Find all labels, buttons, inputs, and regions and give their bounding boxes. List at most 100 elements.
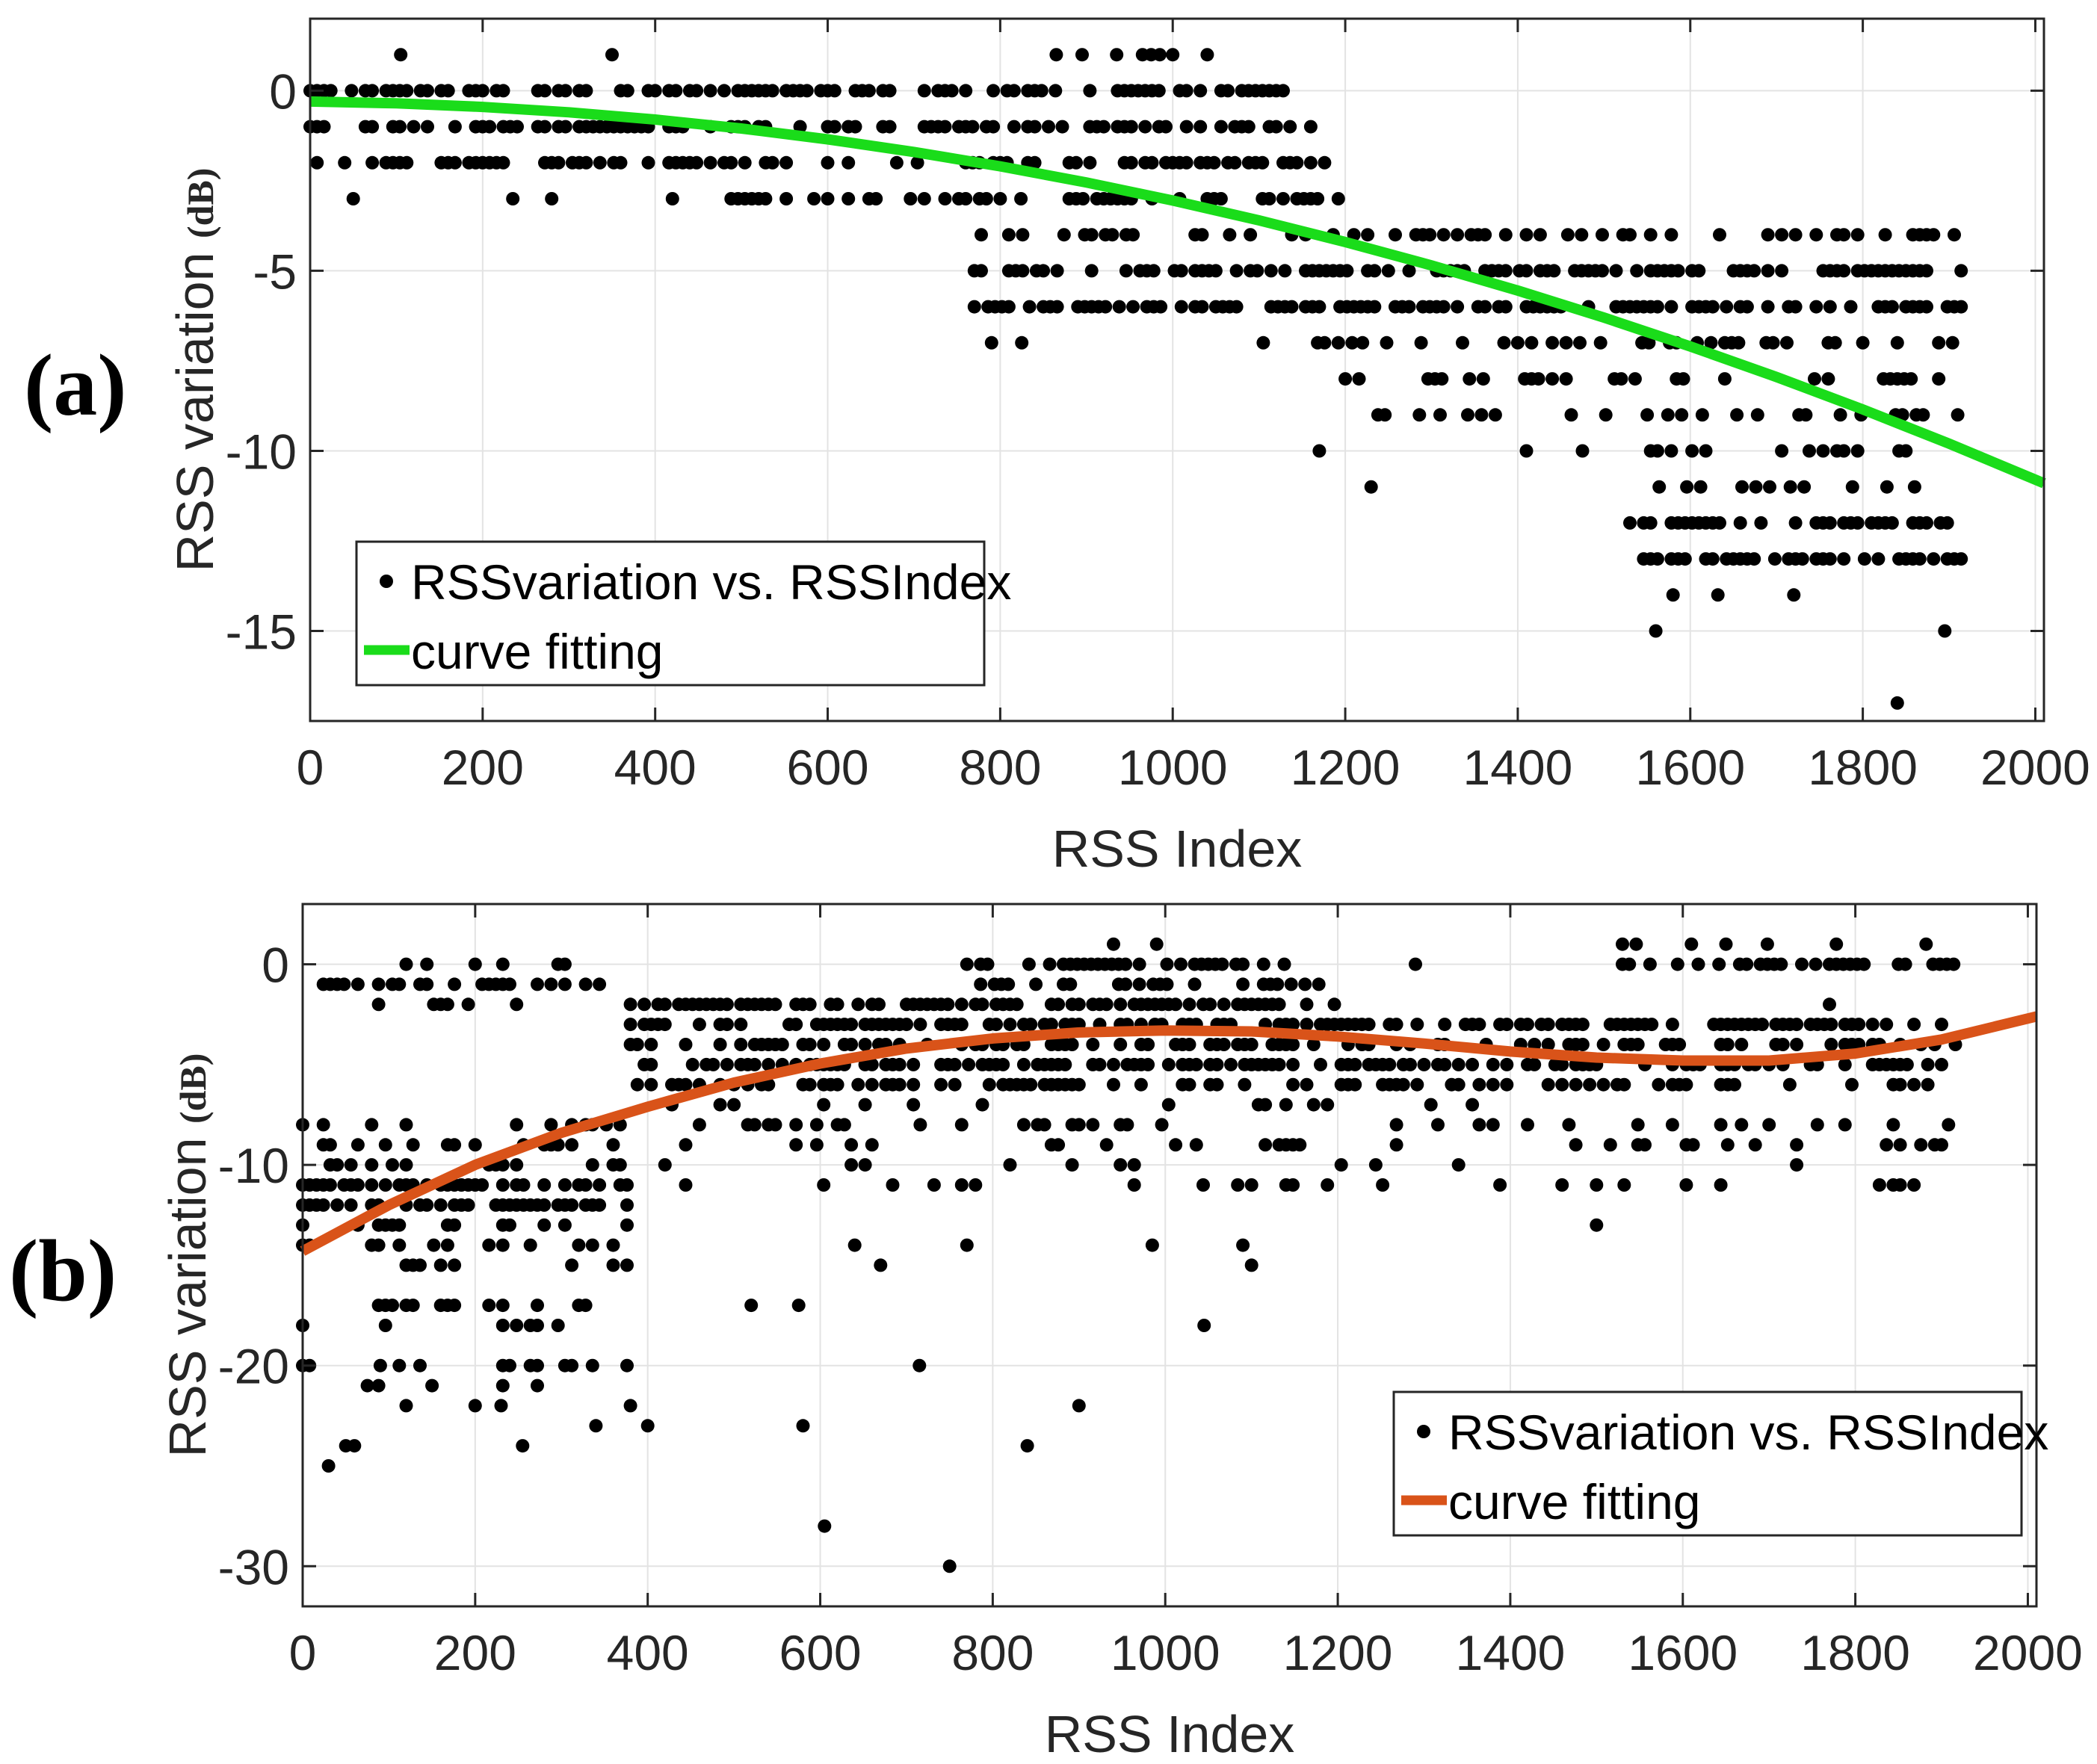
scatter-point [1788, 228, 1803, 242]
scatter-point [1692, 264, 1706, 278]
scatter-point [1921, 1057, 1935, 1071]
scatter-point [371, 997, 386, 1012]
panel-b-scatter-points [296, 937, 1962, 1573]
scatter-point [1893, 1077, 1907, 1092]
scatter-point [1277, 957, 1291, 971]
scatter-point [1829, 937, 1844, 951]
scatter-point [1821, 372, 1835, 386]
scatter-point [1138, 120, 1152, 134]
x-tick-label: 600 [786, 740, 868, 795]
scatter-point [495, 957, 510, 971]
scatter-point [1823, 300, 1837, 314]
scatter-point [1472, 1077, 1486, 1092]
scatter-point [1126, 228, 1140, 242]
scatter-point [1629, 937, 1643, 951]
scatter-point [613, 1158, 627, 1172]
scatter-point [1269, 120, 1283, 134]
scatter-point [1236, 957, 1250, 971]
scatter-point [1837, 228, 1851, 242]
scatter-point [558, 120, 572, 134]
scatter-point [1236, 977, 1250, 991]
panel-a-label: (a) [24, 336, 127, 434]
scatter-point [1555, 1077, 1569, 1092]
scatter-point [1174, 300, 1188, 314]
scatter-point [1197, 1319, 1211, 1332]
scatter-point [448, 155, 462, 170]
scatter-point [1940, 516, 1954, 530]
scatter-point [1685, 444, 1699, 458]
scatter-point [883, 84, 897, 98]
scatter-point [1638, 1138, 1652, 1152]
y-tick-label: -15 [226, 604, 297, 659]
scatter-point [440, 997, 454, 1012]
scatter-point [1808, 372, 1821, 386]
scatter-point [1286, 1057, 1300, 1071]
scatter-point [1010, 997, 1024, 1012]
panel-a-y-axis-unit: (dB) [179, 168, 221, 238]
scatter-point [1402, 264, 1416, 278]
scatter-point [427, 1238, 441, 1252]
scatter-point [1229, 300, 1244, 314]
scatter-point [1472, 1018, 1486, 1032]
scatter-point [960, 957, 974, 971]
scatter-point [934, 1077, 948, 1092]
scatter-point [1774, 957, 1788, 971]
scatter-point [640, 1419, 655, 1433]
scatter-point [425, 1378, 439, 1393]
scatter-point [1189, 1057, 1203, 1071]
scatter-point [1790, 1138, 1804, 1152]
scatter-point [1596, 264, 1609, 278]
scatter-point [1916, 408, 1930, 422]
scatter-point [1935, 1138, 1948, 1152]
scatter-point [316, 1118, 330, 1132]
scatter-point [966, 120, 980, 134]
scatter-point [572, 1238, 586, 1252]
scatter-point [1521, 1018, 1534, 1032]
scatter-point [809, 1118, 824, 1132]
scatter-point [1182, 1077, 1196, 1092]
scatter-point [344, 1158, 358, 1172]
scatter-point [1037, 264, 1051, 278]
scatter-point [830, 1077, 844, 1092]
panel-a-legend: RSSvariation vs. RSSIndex curve fitting [355, 540, 1011, 687]
scatter-point [1193, 120, 1208, 134]
scatter-point [803, 1077, 817, 1092]
scatter-point [1856, 335, 1870, 350]
scatter-point [1364, 480, 1378, 494]
scatter-point [371, 1238, 386, 1252]
panel-b-axes-frame [301, 903, 2038, 1608]
scatter-point [768, 997, 782, 1012]
scatter-point [578, 977, 593, 991]
scatter-point [1368, 264, 1382, 278]
scatter-point [734, 1018, 748, 1032]
scatter-point [1603, 1138, 1617, 1152]
scatter-point [1497, 335, 1511, 350]
scatter-point [1528, 1057, 1542, 1071]
scatter-point [495, 1319, 510, 1332]
scatter-point [1318, 155, 1332, 170]
scatter-point [1348, 1057, 1362, 1071]
scatter-point [1519, 228, 1534, 242]
scatter-point [1735, 1118, 1749, 1132]
scatter-point [1340, 264, 1354, 278]
panel-b-legend-marker-scatter [1417, 1425, 1430, 1438]
scatter-point [565, 1198, 579, 1212]
scatter-point [989, 1018, 1003, 1032]
scatter-point [1389, 1138, 1403, 1152]
scatter-point [1331, 192, 1345, 205]
scatter-point [538, 84, 552, 98]
scatter-point [1049, 48, 1063, 62]
scatter-point [503, 1358, 516, 1372]
scatter-point [913, 1118, 927, 1132]
scatter-point [1664, 228, 1678, 242]
scatter-point [1214, 192, 1228, 205]
scatter-point [1409, 957, 1422, 971]
scatter-point [392, 1218, 407, 1232]
scatter-point [593, 1198, 607, 1212]
scatter-point [365, 1158, 379, 1172]
scatter-point [865, 1077, 879, 1092]
x-tick-label: 2000 [1973, 1625, 2083, 1680]
scatter-point [821, 192, 835, 205]
scatter-point [865, 1057, 879, 1071]
scatter-point [720, 1018, 734, 1032]
